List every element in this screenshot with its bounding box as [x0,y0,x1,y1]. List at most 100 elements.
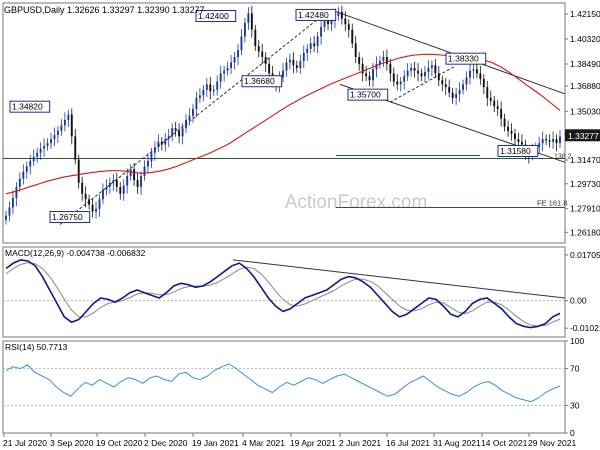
rsi-tick-label: 0 [570,428,575,438]
candle-body [372,69,374,81]
candle-body [198,95,201,99]
candle-body [81,182,84,194]
rsi-panel-frame [2,340,566,434]
candle-body [164,139,167,145]
chart-header-title: GBPUSD,Daily 1.32626 1.33297 1.32390 1.3… [4,5,205,15]
candle-body [375,63,378,70]
candle-body [230,62,233,68]
candle-body [60,125,63,131]
rsi-tick-label: 100 [570,336,584,346]
candle-body [174,128,177,131]
candle-body [330,20,333,25]
x-tick-label: 14 Oct 2021 [481,438,528,448]
candle-body [389,63,392,74]
candle-body [70,114,73,137]
candle-body [205,84,208,90]
candle-body [36,152,39,157]
candle-body [119,186,122,194]
candle-body [56,130,59,135]
candle-body [472,69,475,71]
candle-body [295,65,298,68]
rsi-tick-label: 70 [570,364,580,374]
candle-body [43,145,46,149]
candle-body [88,199,91,205]
candle-body [143,166,146,176]
watermark: ActionForex.com [285,192,428,213]
candle-body [282,70,284,78]
candle-body [559,136,561,144]
candle-body [347,24,350,30]
candle-body [469,70,471,78]
candle-body [413,67,416,71]
price-callout-box [241,75,283,88]
panel-frames [2,2,566,434]
rsi-line [5,363,561,403]
x-tick-label: 4 Mar 2021 [242,438,285,448]
rsi-tick-label: 30 [570,400,580,410]
price-tick-label: 1.35030 [570,106,600,116]
current-price-box [565,129,600,142]
candle-body [250,13,253,30]
candle-body [337,11,340,16]
candle-body [257,46,260,52]
candle-body [417,70,419,74]
x-tick-label: 21 Jul 2020 [3,438,47,448]
candle-body [126,175,129,186]
candle-body [140,175,142,187]
candle-body [181,128,184,137]
candle-body [378,61,381,64]
candle-body [437,73,440,81]
candle-body [39,148,42,153]
price-callout-text: 1.34820 [12,102,43,112]
watermark-layer: ActionForex.com [285,192,428,213]
candle-body [53,134,56,140]
candle-body [133,169,136,181]
candle-body [167,136,170,140]
candle-body [361,63,364,74]
macd-panel: MACD(12,26,9) -0.004738 -0.006832 0.01705… [3,248,600,333]
candle-body [50,139,52,144]
candle-body [84,193,87,200]
candle-body [354,43,357,58]
price-callout-box [9,100,51,113]
rsi-panel: RSI(14) 50.7713 100 70 30 0 [3,336,584,438]
candle-body [365,73,368,77]
candle-body [261,51,264,58]
candle-body [358,57,361,64]
price-tick-label: 1.26180 [570,227,600,237]
candle-body [458,89,461,94]
inner-dashed-line [389,65,456,103]
x-tick-label: 2 Dec 2020 [144,438,188,448]
candle-body [240,36,243,51]
candle-body [455,93,458,99]
rising-trend-line [59,9,331,225]
candle-body [115,180,118,187]
candle-body [171,128,174,137]
candle-body [309,43,312,49]
candle-body [493,100,496,107]
candle-body [22,171,25,179]
candle-body [427,67,430,73]
candle-body [237,50,239,58]
candle-body [91,204,94,212]
price-tick-label: 1.27910 [570,204,600,214]
price-callout-box [347,88,389,101]
macd-tick-label: 0.00 [570,296,587,306]
candle-body [500,108,503,119]
candle-body [475,69,478,74]
candle-body [538,143,541,148]
candle-body [316,36,319,47]
candle-body [216,81,219,90]
candle-body [302,52,305,62]
macd-panel-frame [2,246,566,338]
candle-body [160,141,163,145]
candle-body [520,141,523,145]
candle-body [368,76,371,81]
candle-body [510,130,513,134]
price-tick-label: 1.42150 [570,9,600,19]
price-callout-text: 1.36680 [244,76,275,86]
candle-body [479,73,482,79]
candle-body [15,186,18,198]
x-tick-label: 2 Jun 2021 [339,438,381,448]
